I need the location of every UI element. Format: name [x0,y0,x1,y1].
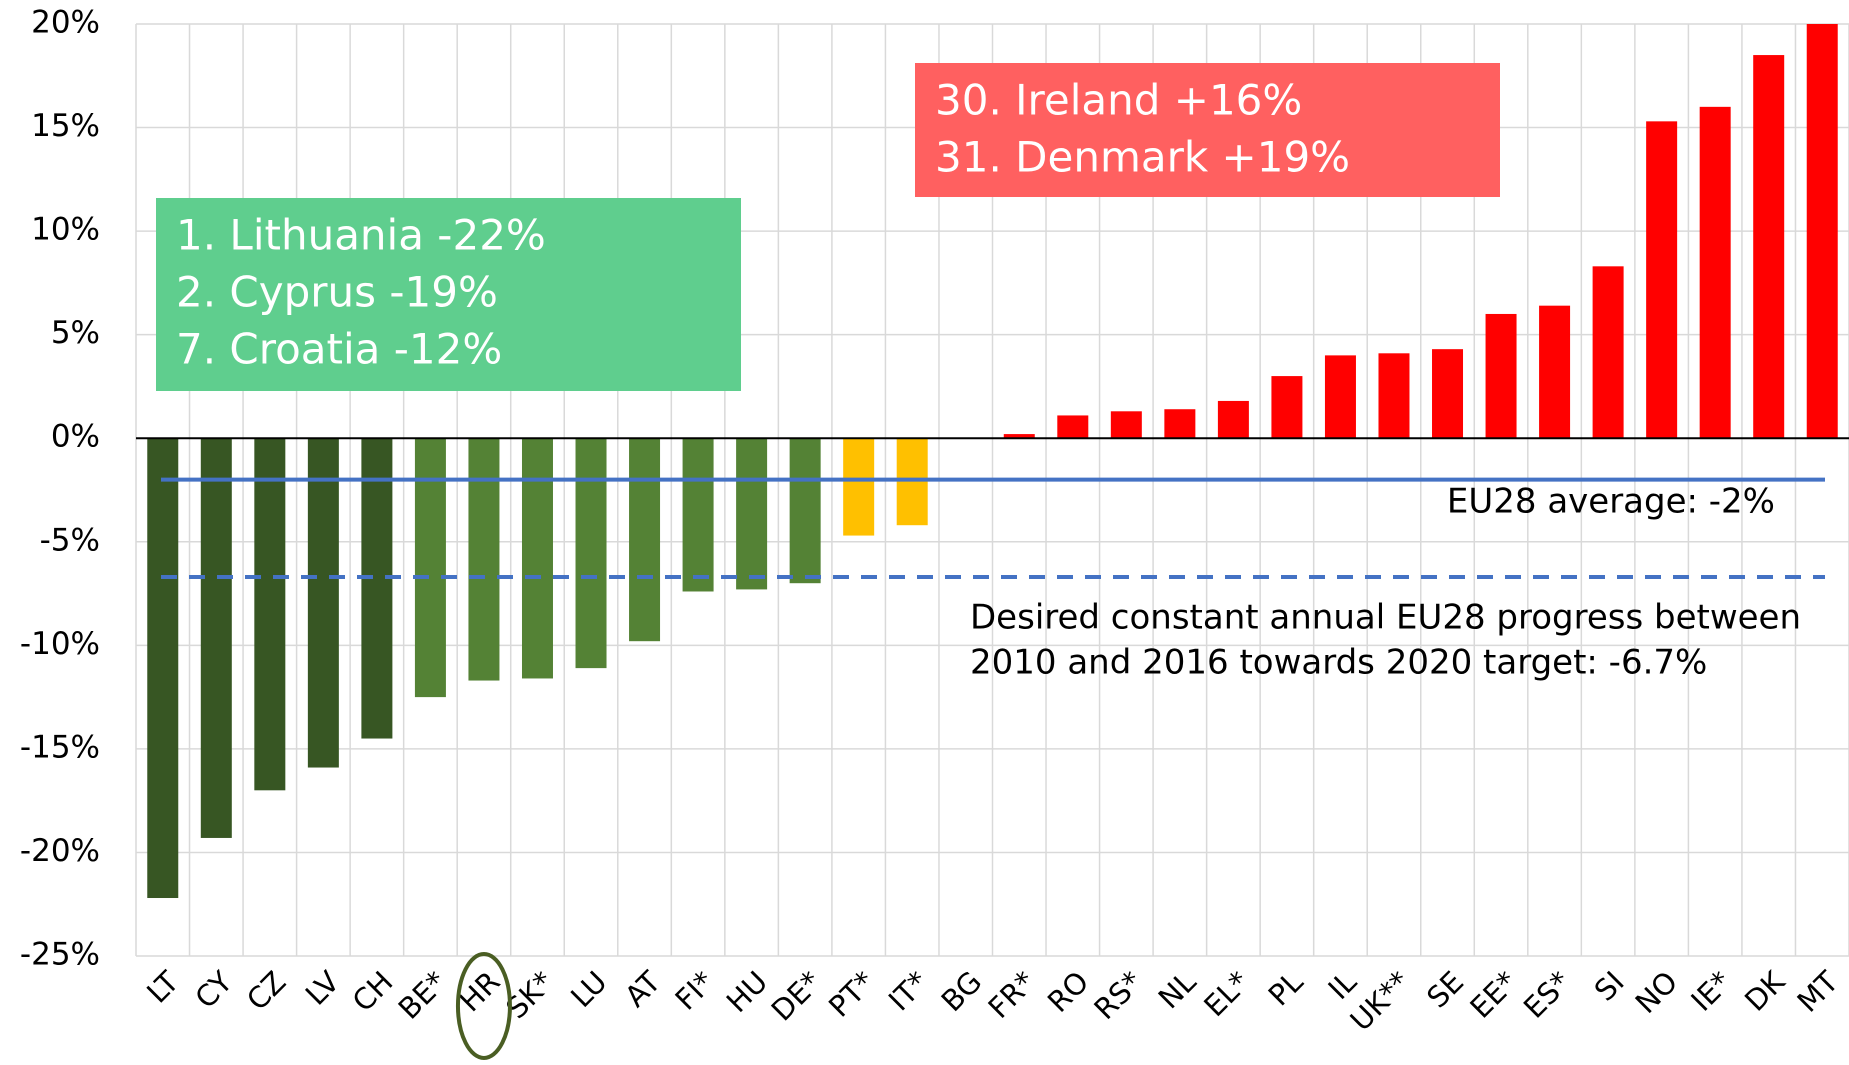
bar [361,438,393,739]
y-tick-label: -25% [20,937,100,973]
y-tick-label: 15% [31,108,100,144]
bar [629,438,661,642]
x-tick-label: SI [1588,965,1631,1008]
bar [1057,415,1089,439]
x-tick-label: MT [1791,964,1845,1018]
bar [896,438,928,526]
bar [789,438,821,584]
x-tick-label: NO [1629,965,1685,1021]
bar [1646,121,1678,439]
x-tick-label: FI* [669,965,721,1017]
y-tick-label: 10% [31,212,100,248]
bar [1324,355,1356,439]
x-tick-label: DK [1738,964,1792,1018]
annotation-text: 31. Denmark +19% [935,133,1350,182]
annotation-text: 1. Lithuania -22% [176,211,546,260]
annotation-box [915,63,1500,197]
bar [1806,24,1838,439]
annotation-text: 30. Ireland +16% [935,76,1302,125]
bar [1699,106,1731,439]
x-tick-label: DE* [765,965,828,1028]
bar [307,438,339,768]
y-tick-label: 5% [51,315,100,351]
x-tick-label: RS* [1087,965,1149,1027]
bar [736,438,768,590]
x-tick-label: EL* [1197,965,1256,1024]
x-tick-label: LU [564,965,613,1014]
annotation-text: 7. Croatia -12% [176,325,502,374]
bar [1003,434,1035,439]
bar [468,438,500,681]
x-tick-label: CH [346,965,400,1019]
x-tick-label: RO [1041,965,1095,1019]
x-tick-label: IE* [1684,965,1737,1018]
y-tick-label: 0% [51,419,100,455]
x-tick-label: HU [720,965,774,1019]
bar [254,438,286,791]
x-tick-label: IT* [882,965,935,1018]
x-tick-label: ES* [1517,965,1577,1025]
x-tick-label: LV [299,964,346,1011]
bar [147,438,179,899]
bar [1753,55,1785,439]
y-tick-label: 20% [31,5,100,41]
x-tick-label: CY [188,964,239,1015]
bar [1592,266,1624,439]
bar [521,438,553,679]
x-tick-label: NL [1152,965,1203,1016]
bar [1164,409,1196,439]
x-tick-label: UK** [1344,965,1417,1038]
y-tick-label: -10% [20,626,100,662]
annotation-box [156,198,741,391]
x-tick-label: EE* [1463,965,1523,1025]
bar [1539,305,1571,439]
annotation-text: 2. Cyprus -19% [176,268,498,317]
bar [1432,349,1464,439]
bar [682,438,714,592]
x-tick-label: SE [1420,965,1470,1015]
bar [575,438,607,669]
bar [414,438,446,698]
x-tick-label: AT [618,964,667,1013]
x-tick-label: PT* [822,965,881,1024]
x-tick-label: LT [140,964,185,1009]
bar [200,438,232,838]
y-tick-label: -20% [20,833,100,869]
bar [1110,411,1142,439]
x-tick-label: PL [1262,965,1310,1013]
bar [1485,313,1517,439]
reference-label: 2010 and 2016 towards 2020 target: -6.7% [970,643,1707,683]
reference-label: Desired constant annual EU28 progress be… [970,598,1801,638]
bar [1378,353,1410,439]
x-tick-label: BE* [392,965,453,1026]
y-tick-label: -15% [20,729,100,765]
x-tick-label: CZ [240,965,292,1017]
x-tick-label: BG [935,965,989,1019]
bar [843,438,875,536]
reference-label: EU28 average: -2% [1447,482,1775,522]
x-tick-label: FR* [982,965,1042,1025]
y-tick-label: -5% [40,522,100,558]
highlight-circle [455,952,512,1060]
bar [1271,376,1303,439]
bar [1217,400,1249,439]
